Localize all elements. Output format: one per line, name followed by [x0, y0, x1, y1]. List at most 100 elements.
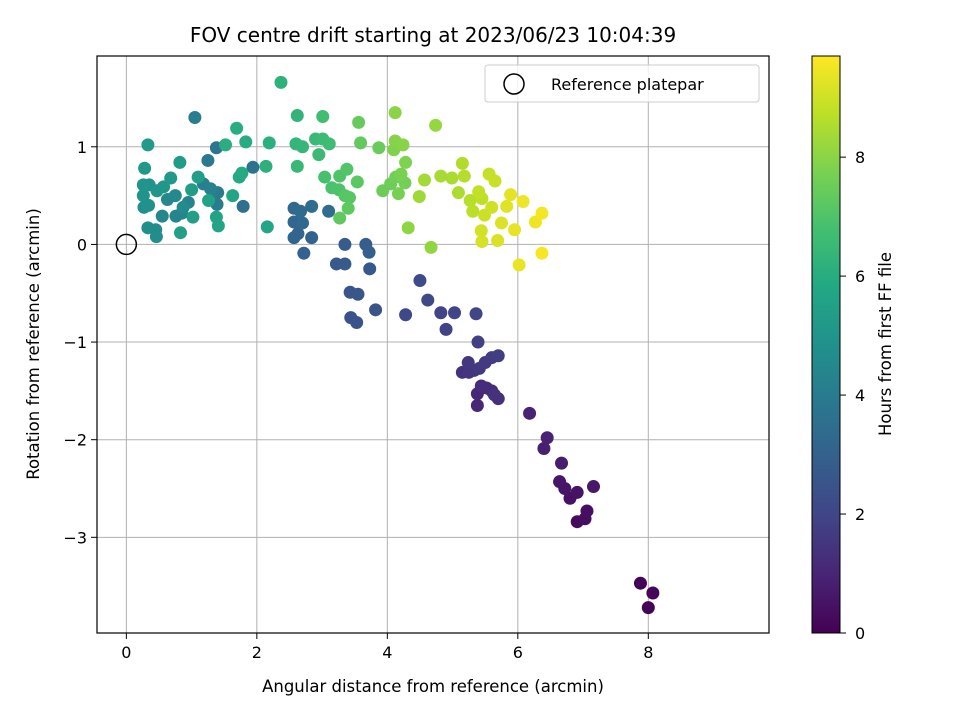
data-point — [472, 185, 486, 199]
data-point — [504, 188, 518, 202]
colorbar-tick-label: 2 — [855, 505, 865, 524]
data-point — [342, 191, 356, 205]
data-point — [418, 173, 432, 187]
x-tick-label: 0 — [121, 643, 131, 662]
data-point — [186, 210, 200, 224]
data-point — [495, 216, 509, 230]
data-point — [429, 118, 443, 132]
data-point — [168, 189, 182, 203]
data-point — [297, 246, 311, 260]
data-point — [633, 576, 647, 590]
data-point — [204, 182, 218, 196]
data-point — [372, 141, 386, 155]
data-point — [646, 586, 660, 600]
data-point — [219, 138, 233, 152]
data-point — [570, 485, 584, 499]
data-points — [136, 75, 660, 615]
data-point — [260, 220, 274, 234]
data-point — [340, 162, 354, 176]
data-point — [399, 155, 413, 169]
legend-label: Reference platepar — [551, 75, 704, 94]
data-point — [262, 136, 276, 150]
data-point — [424, 240, 438, 254]
data-point — [466, 204, 480, 218]
data-point — [540, 431, 554, 445]
data-point — [294, 204, 308, 218]
colorbar: 0 2 4 6 8 Hours from first FF file — [811, 55, 895, 643]
data-point — [555, 456, 569, 470]
data-point — [470, 399, 484, 413]
x-tick-label: 4 — [382, 643, 392, 662]
y-tick-label: 1 — [77, 138, 87, 157]
data-point — [236, 199, 250, 213]
data-point — [157, 180, 171, 194]
data-point — [474, 224, 488, 238]
data-point — [351, 287, 365, 301]
x-tick-label: 2 — [252, 643, 262, 662]
data-point — [362, 245, 376, 259]
data-point — [169, 209, 183, 223]
data-point — [191, 170, 205, 184]
data-point — [287, 231, 301, 245]
data-point — [421, 293, 435, 307]
data-point — [333, 211, 347, 225]
data-point — [136, 189, 150, 203]
data-point — [164, 171, 178, 185]
x-tick-label: 8 — [643, 643, 653, 662]
data-point — [230, 121, 244, 135]
data-point — [149, 230, 163, 244]
data-point — [211, 219, 225, 233]
data-point — [434, 169, 448, 183]
y-axis-label: Rotation from reference (arcmin) — [24, 208, 43, 480]
data-point — [352, 115, 366, 129]
data-point — [461, 356, 475, 370]
data-point — [474, 379, 488, 393]
data-point — [296, 216, 310, 230]
data-point — [491, 234, 505, 248]
data-point — [246, 160, 260, 174]
colorbar-tick-label: 0 — [855, 624, 865, 643]
data-point — [463, 193, 477, 207]
grid-lines — [97, 56, 769, 633]
data-point — [305, 231, 319, 245]
data-point — [586, 480, 600, 494]
data-point — [274, 75, 288, 89]
colorbar-label: Hours from first FF file — [876, 252, 895, 436]
data-point — [485, 200, 499, 214]
data-point — [235, 166, 249, 180]
data-point — [141, 221, 155, 235]
data-point — [316, 110, 330, 124]
colorbar-bar — [811, 55, 841, 634]
colorbar-tick-label: 6 — [855, 267, 865, 286]
data-point — [322, 137, 336, 151]
data-point — [394, 167, 408, 181]
data-point — [535, 206, 549, 220]
data-point — [290, 159, 304, 173]
x-tick-label: 6 — [513, 643, 523, 662]
data-point — [259, 159, 273, 173]
data-point — [388, 106, 402, 120]
data-point — [401, 221, 415, 235]
x-axis-ticks: 0 2 4 6 8 — [121, 633, 653, 662]
data-point — [176, 200, 190, 214]
plot-frame — [96, 55, 770, 634]
data-point — [318, 170, 332, 184]
legend: Reference platepar — [484, 64, 760, 103]
data-point — [471, 335, 485, 349]
data-point — [553, 475, 567, 489]
data-point — [305, 199, 319, 213]
y-tick-label: −1 — [63, 333, 87, 352]
data-point — [202, 193, 216, 207]
data-point — [434, 306, 448, 320]
colorbar-tick-label: 8 — [855, 148, 865, 167]
colorbar-ticks: 0 2 4 6 8 — [840, 148, 865, 643]
legend-marker-icon — [503, 73, 525, 95]
data-point — [354, 136, 368, 150]
data-point — [487, 388, 501, 402]
y-axis-ticks: 1 0 −1 −2 −3 — [63, 138, 97, 547]
data-point — [290, 109, 304, 123]
y-tick-label: 0 — [77, 235, 87, 254]
data-point — [338, 257, 352, 271]
data-point — [469, 307, 483, 321]
